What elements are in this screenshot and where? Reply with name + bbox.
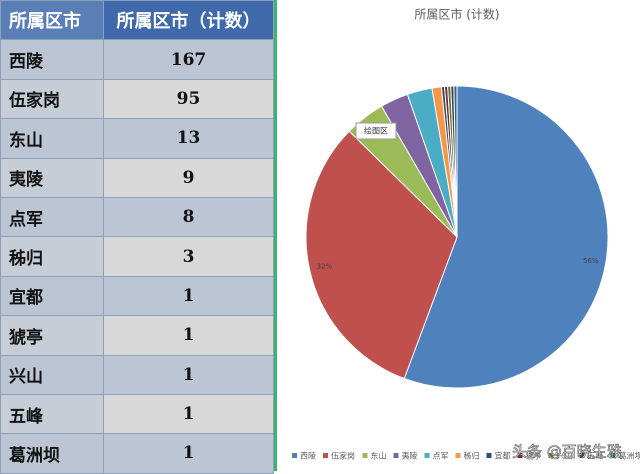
legend-label: 夷陵	[402, 451, 418, 461]
legend-swatch	[487, 453, 492, 458]
legend-label: 点军	[433, 452, 449, 461]
data-label: 56%	[583, 257, 599, 265]
legend-swatch	[425, 453, 430, 458]
legend-swatch	[323, 453, 328, 458]
watermark: 头条 @百晓生雅	[512, 443, 622, 461]
legend-label: 宜都	[495, 451, 511, 461]
legend-label: 东山	[371, 451, 387, 461]
legend-swatch	[363, 453, 368, 458]
chart-title: 所属区市 (计数)	[414, 7, 499, 22]
legend-label: 秭归	[464, 451, 480, 461]
legend-swatch	[456, 453, 461, 458]
legend-label: 西陵	[300, 452, 316, 461]
legend-label: 伍家岗	[331, 451, 355, 461]
data-label: 32%	[317, 263, 333, 271]
legend-swatch	[394, 453, 399, 458]
legend-swatch	[292, 453, 297, 458]
tooltip: 绘图区	[364, 126, 388, 136]
